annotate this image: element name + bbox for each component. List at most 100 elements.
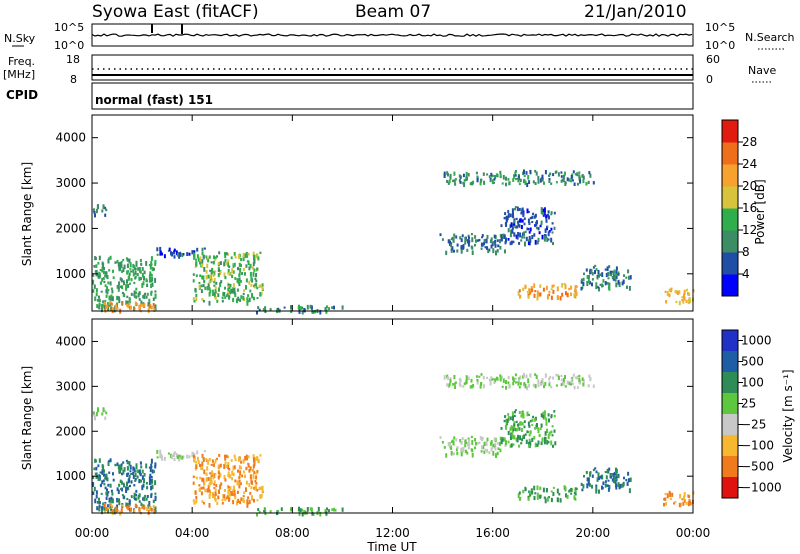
heatmap-cell [476, 175, 479, 179]
heatmap-cell [102, 204, 105, 210]
heatmap-cell [500, 427, 503, 430]
heatmap-cell [259, 251, 262, 254]
heatmap-cell [134, 503, 137, 508]
heatmap-cell [135, 262, 138, 267]
heatmap-cell [601, 272, 604, 277]
heatmap-cell [236, 288, 239, 292]
heatmap-cell [231, 470, 234, 476]
heatmap-cell [95, 411, 98, 417]
heatmap-cell [125, 284, 128, 289]
heatmap-cell [101, 412, 104, 416]
heatmap-cell [92, 476, 95, 480]
heatmap-cell [618, 486, 621, 490]
heatmap-cell [138, 291, 141, 296]
heatmap-cell [610, 270, 613, 273]
heatmap-cell [524, 230, 527, 233]
heatmap-cell [513, 218, 516, 223]
heatmap-cell [453, 436, 456, 440]
heatmap-cell [231, 274, 234, 278]
heatmap-cell [674, 501, 677, 504]
heatmap-cell [95, 292, 98, 297]
heatmap-cell [236, 490, 239, 494]
heatmap-cell [474, 243, 476, 247]
heatmap-cell [121, 302, 124, 305]
heatmap-cell [488, 248, 491, 252]
heatmap-cell [195, 476, 198, 480]
heatmap-cell [454, 178, 457, 181]
heatmap-cell [546, 237, 549, 242]
heatmap-cell [559, 296, 562, 301]
heatmap-cell [446, 171, 449, 175]
heatmap-cell [188, 252, 191, 256]
heatmap-cell [609, 473, 612, 477]
heatmap-cell [104, 206, 107, 210]
heatmap-cell [247, 252, 250, 256]
heatmap-cell [622, 481, 625, 487]
heatmap-cell [254, 488, 257, 491]
heatmap-cell [133, 484, 136, 487]
heatmap-cell [604, 471, 607, 474]
heatmap-cell [539, 284, 542, 288]
heatmap-cell [116, 509, 119, 512]
heatmap-cell [130, 305, 132, 310]
cpid-mode: normal (fast) 151 [95, 93, 213, 107]
heatmap-cell [479, 181, 482, 186]
heatmap-cell [314, 309, 317, 314]
heatmap-cell [211, 289, 214, 292]
heatmap-cell [488, 378, 491, 382]
heatmap-cell [206, 263, 209, 269]
heatmap-cell [546, 294, 549, 300]
heatmap-cell [150, 279, 153, 283]
colorbar-tick-label: 1000 [741, 334, 772, 348]
heatmap-cell [665, 300, 668, 304]
heatmap-cell [138, 493, 141, 498]
heatmap-cell [216, 299, 219, 303]
heatmap-cell [516, 438, 519, 443]
date-title: 21/Jan/2010 [584, 2, 687, 22]
heatmap-cell [298, 304, 300, 310]
heatmap-cell [565, 291, 567, 296]
heatmap-cell [127, 486, 130, 491]
heatmap-cell [148, 506, 151, 511]
heatmap-cell [105, 411, 108, 415]
heatmap-cell [479, 436, 482, 440]
heatmap-cell [211, 293, 214, 296]
heatmap-cell [568, 287, 571, 291]
heatmap-cell [608, 467, 611, 471]
heatmap-cell [103, 483, 106, 486]
heatmap-cell [475, 375, 478, 378]
heatmap-cell [223, 474, 226, 479]
heatmap-cell [548, 431, 551, 434]
heatmap-cell [142, 281, 145, 286]
heatmap-cell [109, 296, 112, 301]
heatmap-cell [474, 235, 477, 239]
heatmap-cell [109, 503, 112, 506]
heatmap-cell [581, 174, 584, 178]
heatmap-cell [92, 411, 95, 416]
heatmap-cell [105, 496, 108, 500]
heatmap-cell [145, 482, 148, 485]
heatmap-cell [511, 411, 514, 417]
heatmap-cell [612, 474, 615, 477]
heatmap-cell [543, 181, 545, 185]
heatmap-cell [237, 481, 240, 486]
heatmap-cell [225, 454, 228, 458]
heatmap-cell [674, 290, 677, 294]
heatmap-cell [103, 506, 106, 512]
heatmap-cell [512, 178, 515, 182]
heatmap-cell [665, 502, 668, 506]
heatmap-cell [238, 465, 241, 470]
heatmap-cell [679, 493, 682, 499]
heatmap-cell [150, 283, 153, 289]
heatmap-cell [550, 440, 553, 446]
heatmap-cell [596, 277, 599, 280]
heatmap-cell [582, 179, 585, 184]
nave-right-tick: 0 [706, 73, 713, 86]
heatmap-cell [607, 479, 610, 482]
heatmap-cell [153, 267, 155, 271]
heatmap-cell [550, 414, 553, 417]
heatmap-cell [200, 486, 203, 490]
heatmap-cell [145, 497, 148, 501]
heatmap-cell [663, 502, 665, 507]
heatmap-cell [242, 268, 245, 271]
